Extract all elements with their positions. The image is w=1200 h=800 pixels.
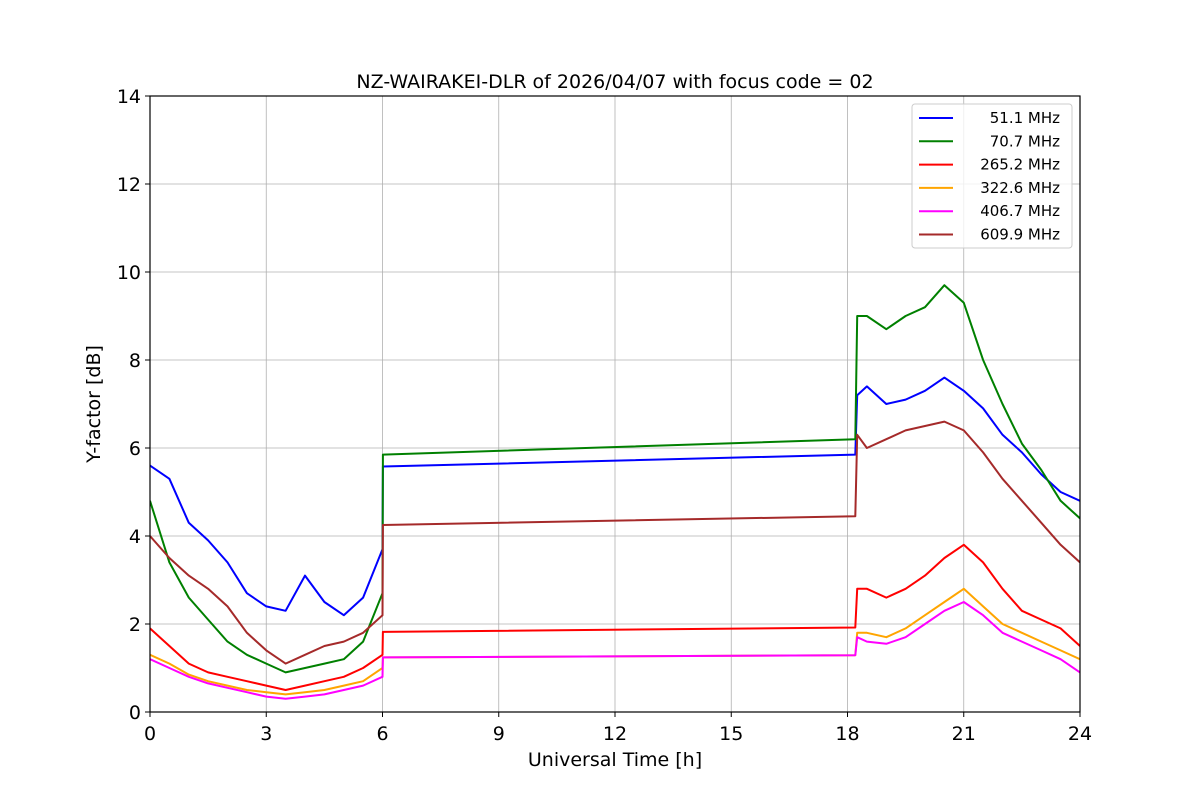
x-tick-label: 0 (144, 723, 156, 745)
y-tick-label: 14 (117, 86, 141, 108)
x-tick-label: 24 (1068, 723, 1092, 745)
series-line-609-9-mhz (150, 420, 1080, 665)
y-tick-label: 0 (129, 702, 141, 724)
y-tick-label: 6 (129, 438, 141, 460)
y-tick-label: 4 (129, 526, 141, 548)
series-line-70-7-mhz (150, 284, 1080, 674)
series-line-51-1-mhz (150, 376, 1080, 617)
x-axis-label: Universal Time [h] (528, 749, 702, 771)
chart-title: NZ-WAIRAKEI-DLR of 2026/04/07 with focus… (356, 71, 873, 93)
series-line-265-2-mhz (150, 543, 1080, 691)
legend-label-609-9-mhz: 609.9 MHz (980, 226, 1060, 244)
x-tick-label: 18 (835, 723, 859, 745)
x-tick-label: 12 (603, 723, 627, 745)
y-tick-label: 12 (117, 174, 141, 196)
series-line-406-7-mhz (150, 601, 1080, 700)
y-tick-label: 10 (117, 262, 141, 284)
y-axis-label: Y-factor [dB] (83, 345, 105, 464)
x-tick-label: 6 (376, 723, 388, 745)
x-tick-label: 15 (719, 723, 743, 745)
x-tick-label: 21 (952, 723, 976, 745)
legend-label-265-2-mhz: 265.2 MHz (980, 156, 1060, 174)
legend: 51.1 MHz 70.7 MHz 265.2 MHz 322.6 MHz 406.7 … (911, 103, 1073, 249)
x-tick-label: 9 (493, 723, 505, 745)
x-tick-label: 3 (260, 723, 272, 745)
legend-label-70-7-mhz: 70.7 MHz (990, 132, 1060, 150)
legend-label-322-6-mhz: 322.6 MHz (980, 179, 1060, 197)
y-tick-label: 8 (129, 350, 141, 372)
legend-label-406-7-mhz: 406.7 MHz (980, 202, 1060, 220)
series-lines (150, 284, 1080, 700)
legend-label-51-1-mhz: 51.1 MHz (990, 109, 1060, 127)
y-tick-label: 2 (129, 614, 141, 636)
